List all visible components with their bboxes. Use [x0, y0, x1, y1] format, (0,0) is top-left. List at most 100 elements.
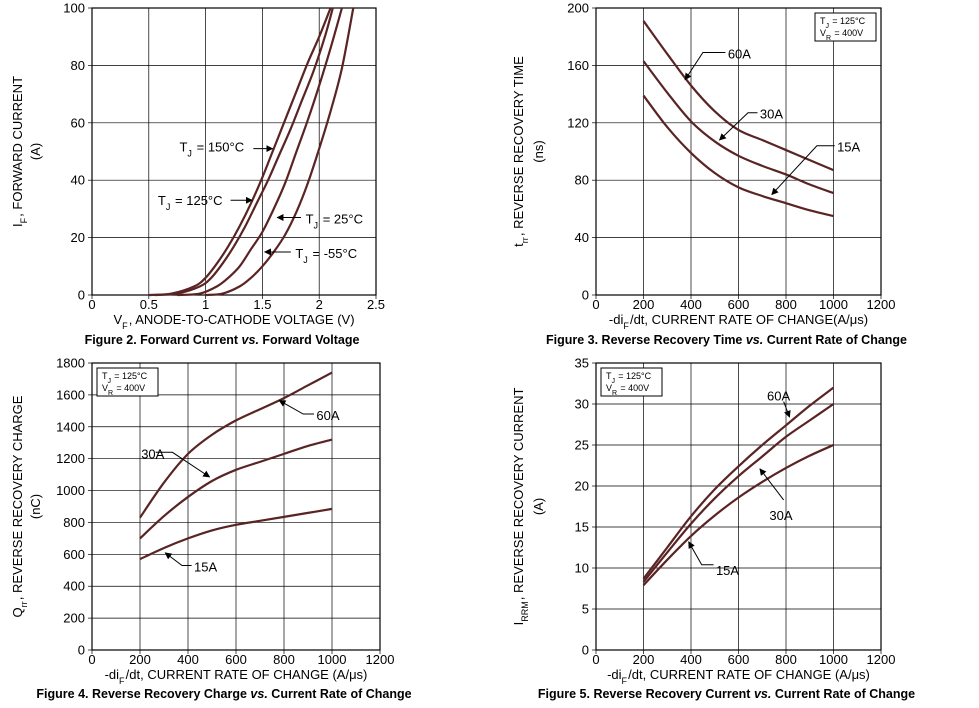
series-line-30a: [139, 438, 333, 540]
figure-caption: Figure 5. Reverse Recovery Current vs. C…: [538, 687, 915, 701]
fig2-chart: 0 0.5 1 1.5 2 2.5 0 20 40 60 80 100 VF , ANODE-TO-CA…: [10, 1, 385, 348]
y-axis-unit: (A): [531, 498, 546, 515]
condition-text: TJ = 125°C: [820, 16, 866, 30]
series-annotation-label: 60A: [728, 46, 751, 61]
y-tick-label: 60: [71, 115, 85, 130]
y-axis-label: Qrr , REVERSE RECOVERY CHARGE: [10, 395, 29, 617]
y-axis-unit: (ns): [531, 140, 546, 162]
series-annotation-label: 60A: [316, 408, 339, 423]
x-tick-label: 1200: [867, 652, 896, 667]
conditions-box: [814, 12, 877, 42]
x-tick-label: 2.5: [367, 297, 385, 312]
series-annotation-label: TJ = 125°C: [158, 193, 223, 212]
annotation-leader: [759, 468, 785, 501]
series-annotation-label: 30A: [760, 107, 783, 122]
y-axis-label: IRRM , REVERSE RECOVERY CURRENT: [511, 388, 530, 626]
series-line-60a: [139, 371, 333, 519]
x-axis-label: -diF /dt, CURRENT RATE OF CHANGE (A/μs): [607, 667, 870, 686]
annotation-leader: [771, 145, 835, 196]
y-tick-label: 30: [575, 397, 589, 412]
conditions-box: [600, 367, 663, 397]
series-annotation-label: TJ = -55°C: [295, 246, 357, 265]
annotation-leader: [278, 400, 314, 415]
fig5-chart: 0 200 400 600 800 1000 1200 0 5 10 15 20 25 30 35 -diF …: [511, 356, 915, 702]
x-tick-label: 1000: [819, 652, 848, 667]
x-tick-label: 1: [202, 297, 209, 312]
x-tick-label: 600: [728, 652, 750, 667]
y-tick-label: 1200: [56, 451, 85, 466]
series-line-t-j-125-c: [154, 7, 334, 297]
condition-text: VR = 400V: [102, 383, 145, 397]
x-tick-label: 1.5: [253, 297, 271, 312]
condition-text: TJ = 125°C: [606, 371, 652, 385]
annotation-leader: [684, 51, 726, 81]
y-tick-label: 15: [575, 520, 589, 535]
y-tick-label: 100: [63, 1, 85, 16]
x-tick-label: 400: [177, 652, 199, 667]
y-tick-label: 600: [63, 547, 85, 562]
y-tick-label: 20: [575, 479, 589, 494]
y-tick-label: 400: [63, 579, 85, 594]
x-tick-label: 800: [273, 652, 295, 667]
x-tick-label: 400: [680, 652, 702, 667]
y-axis-unit: (nC): [28, 494, 43, 519]
figure-caption: Figure 2. Forward Current vs. Forward Vo…: [85, 333, 360, 347]
plot-frame: [91, 7, 377, 296]
x-axis-label: VF , ANODE-TO-CATHODE VOLTAGE (V): [113, 312, 354, 331]
y-axis-label: trr , REVERSE RECOVERY TIME: [511, 56, 530, 247]
figure-caption: Figure 4. Reverse Recovery Charge vs. Cu…: [36, 687, 411, 701]
x-tick-label: 600: [728, 297, 750, 312]
x-tick-label: 200: [633, 652, 655, 667]
y-tick-label: 1600: [56, 387, 85, 402]
x-tick-label: 1000: [318, 652, 347, 667]
x-tick-label: 200: [633, 297, 655, 312]
y-tick-label: 25: [575, 438, 589, 453]
condition-text: VR = 400V: [606, 383, 649, 397]
x-tick-label: 400: [680, 297, 702, 312]
annotation-leader: [164, 552, 192, 566]
y-tick-label: 35: [575, 356, 589, 371]
fig4-chart: 0 200 400 600 800 1000 1200 0 200 400 600 800 1000 12…: [10, 356, 412, 702]
series-line-15a: [642, 443, 834, 586]
x-tick-label: 1000: [819, 297, 848, 312]
x-axis-label: -diF /dt, CURRENT RATE OF CHANGE (A/μs): [105, 667, 368, 686]
annotation-leader: [155, 451, 211, 478]
series-annotation-label: 60A: [767, 388, 790, 403]
x-tick-label: 1200: [366, 652, 395, 667]
series-line-60a: [642, 20, 834, 172]
series-line-60a: [642, 386, 835, 580]
x-tick-label: 200: [129, 652, 151, 667]
series-line-15a: [139, 507, 333, 561]
annotation-leader: [783, 401, 791, 418]
x-tick-label: 0: [592, 652, 599, 667]
x-tick-label: 0.5: [140, 297, 158, 312]
y-axis-label: IF , FORWARD CURRENT: [10, 76, 29, 227]
y-tick-label: 800: [63, 515, 85, 530]
series-line-t-j-55-c: [205, 7, 355, 297]
y-tick-label: 0: [78, 643, 85, 658]
x-tick-label: 0: [88, 297, 95, 312]
y-tick-label: 120: [567, 115, 589, 130]
y-tick-label: 40: [575, 230, 589, 245]
series-annotation-label: 15A: [194, 560, 217, 575]
y-tick-label: 200: [567, 1, 589, 16]
y-tick-label: 1000: [56, 483, 85, 498]
x-tick-label: 800: [775, 652, 797, 667]
y-tick-label: 80: [575, 173, 589, 188]
figure-caption: Figure 3. Reverse Recovery Time vs. Curr…: [546, 333, 907, 347]
x-tick-label: 600: [225, 652, 247, 667]
conditions-box: [96, 367, 159, 397]
y-tick-label: 0: [78, 288, 85, 303]
y-tick-label: 200: [63, 611, 85, 626]
series-annotation-label: 30A: [141, 446, 164, 461]
series-line-30a: [642, 403, 835, 583]
series-annotation-label: 15A: [837, 140, 860, 155]
y-tick-label: 0: [582, 643, 589, 658]
y-tick-label: 160: [567, 58, 589, 73]
x-tick-label: 2: [316, 297, 323, 312]
y-tick-label: 20: [71, 230, 85, 245]
series-line-t-j-25-c: [177, 7, 343, 297]
series-annotation-label: 15A: [716, 563, 739, 578]
y-tick-label: 80: [71, 58, 85, 73]
